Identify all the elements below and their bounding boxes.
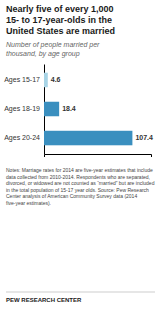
plot: Ages 15-17 Ages 18-19 Ages 20-24 4.6 18.4 107… — [4, 65, 153, 158]
notes-line: data collected from 2010-2014. Responden… — [6, 174, 150, 180]
bars — [44, 73, 132, 146]
subtitle-line: thousand, by age group — [6, 50, 80, 58]
notes-line: Center analysis of American Community Su… — [6, 193, 137, 199]
title-line: United States are married — [6, 26, 115, 36]
category-label: Ages 15-17 — [4, 76, 40, 84]
notes-line: Notes: Marriage rates for 2014 are five-… — [6, 167, 153, 173]
data-labels: 4.6 18.4 107.4 — [51, 76, 153, 141]
bar — [44, 131, 132, 146]
title-line: Nearly five of every 1,000 — [6, 4, 114, 14]
category-tick: Ages 18-19 — [4, 105, 40, 113]
category-tick: Ages 15-17 — [4, 76, 40, 84]
chart: Nearly five of every 1,00015- to 17-year… — [0, 0, 161, 312]
data-label: 18.4 — [62, 105, 76, 112]
value-axis-line — [45, 155, 152, 158]
notes-line: divorced, or widowed are not counted as … — [6, 180, 155, 186]
title-line: 15- to 17-year-olds in the — [6, 15, 112, 25]
bar — [44, 102, 59, 117]
category-label: Ages 20-24 — [4, 134, 40, 142]
subtitle: Number of people married perthousand, by… — [6, 41, 100, 58]
value-axis — [45, 155, 152, 158]
source: PEW RESEARCH CENTER — [6, 297, 82, 303]
category-axis: Ages 15-17 Ages 18-19 Ages 20-24 — [4, 65, 44, 155]
category-tick: Ages 20-24 — [4, 134, 40, 142]
category-label: Ages 18-19 — [4, 105, 40, 113]
data-label: 107.4 — [135, 134, 153, 141]
separator — [6, 292, 155, 293]
subtitle-line: Number of people married per — [6, 41, 100, 49]
data-label: 4.6 — [51, 76, 61, 83]
notes: Notes: Marriage rates for 2014 are five-… — [6, 167, 155, 206]
title: Nearly five of every 1,00015- to 17-year… — [6, 4, 115, 36]
notes-line: in the total population of 15-17 year ol… — [6, 187, 149, 193]
notes-line: five-year estimates). — [6, 200, 51, 206]
bar — [44, 73, 48, 88]
